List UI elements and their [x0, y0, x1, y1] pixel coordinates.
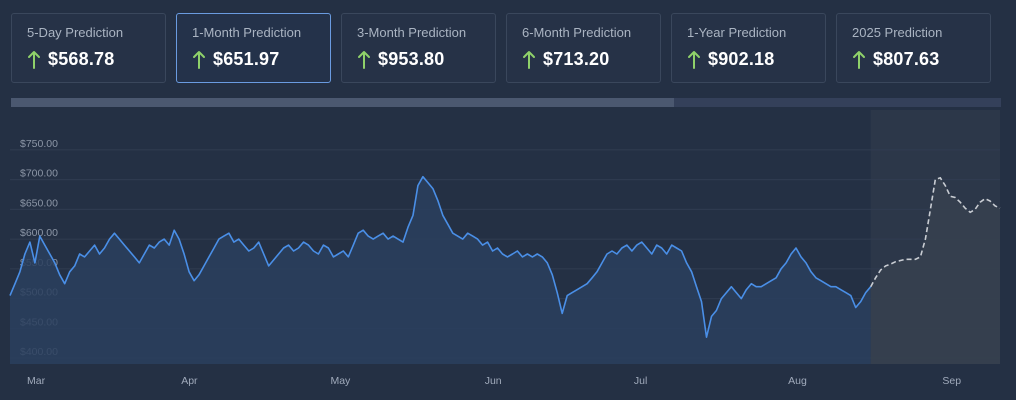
prediction-value-row: $807.63	[852, 49, 990, 70]
x-tick-label: Jul	[634, 375, 647, 387]
history-line	[9, 175, 872, 338]
arrow-up-icon	[358, 50, 370, 69]
prediction-cards: 5-Day Prediction $568.78 1-Month Predictio…	[11, 13, 991, 83]
prediction-card-2[interactable]: 1-Month Prediction $651.97	[176, 13, 331, 83]
prediction-value-row: $713.20	[522, 49, 660, 70]
arrow-up-icon	[193, 50, 205, 69]
horizontal-scrollbar[interactable]	[11, 98, 1001, 107]
prediction-value-row: $953.80	[357, 49, 495, 70]
arrow-up-icon	[28, 50, 40, 69]
forecast-line	[869, 176, 1001, 288]
prediction-price: $953.80	[378, 49, 445, 69]
prediction-card-4[interactable]: 6-Month Prediction $713.20	[506, 13, 661, 83]
x-tick-label: Apr	[181, 375, 198, 387]
y-tick-label: $700.00	[20, 168, 58, 180]
prediction-card-3[interactable]: 3-Month Prediction $953.80	[341, 13, 496, 83]
prediction-label: 6-Month Prediction	[522, 25, 632, 40]
arrow-up-icon	[688, 50, 700, 69]
x-tick-label: Mar	[27, 375, 46, 387]
x-tick-label: Aug	[788, 375, 807, 387]
prediction-card-5[interactable]: 1-Year Prediction $902.18	[671, 13, 826, 83]
prediction-label: 3-Month Prediction	[357, 25, 467, 40]
history-area	[10, 176, 871, 364]
x-tick-label: Jun	[485, 375, 502, 387]
scrollbar-thumb[interactable]	[11, 98, 675, 107]
arrow-up-icon	[523, 50, 535, 69]
x-tick-label: May	[330, 375, 351, 387]
prediction-label: 1-Year Prediction	[687, 25, 787, 40]
prediction-price: $902.18	[708, 49, 775, 69]
prediction-card-1[interactable]: 5-Day Prediction $568.78	[11, 13, 166, 83]
prediction-value-row: $651.97	[192, 49, 330, 70]
prediction-value-row: $902.18	[687, 49, 825, 70]
y-tick-label: $750.00	[20, 138, 58, 150]
y-tick-label: $600.00	[20, 227, 58, 239]
prediction-label: 2025 Prediction	[852, 25, 943, 40]
prediction-price: $713.20	[543, 49, 610, 69]
prediction-value-row: $568.78	[27, 49, 165, 70]
forecast-area	[870, 177, 1000, 364]
prediction-card-6[interactable]: 2025 Prediction $807.63	[836, 13, 991, 83]
prediction-price: $807.63	[873, 49, 940, 69]
price-chart: $750.00$700.00$650.00$600.00$550.00$500.…	[9, 110, 1001, 387]
prediction-label: 5-Day Prediction	[27, 25, 124, 40]
prediction-price: $651.97	[213, 49, 280, 69]
arrow-up-icon	[853, 50, 865, 69]
prediction-label: 1-Month Prediction	[192, 25, 302, 40]
prediction-price: $568.78	[48, 49, 115, 69]
x-tick-label: Sep	[942, 375, 961, 387]
y-tick-label: $650.00	[20, 197, 58, 209]
